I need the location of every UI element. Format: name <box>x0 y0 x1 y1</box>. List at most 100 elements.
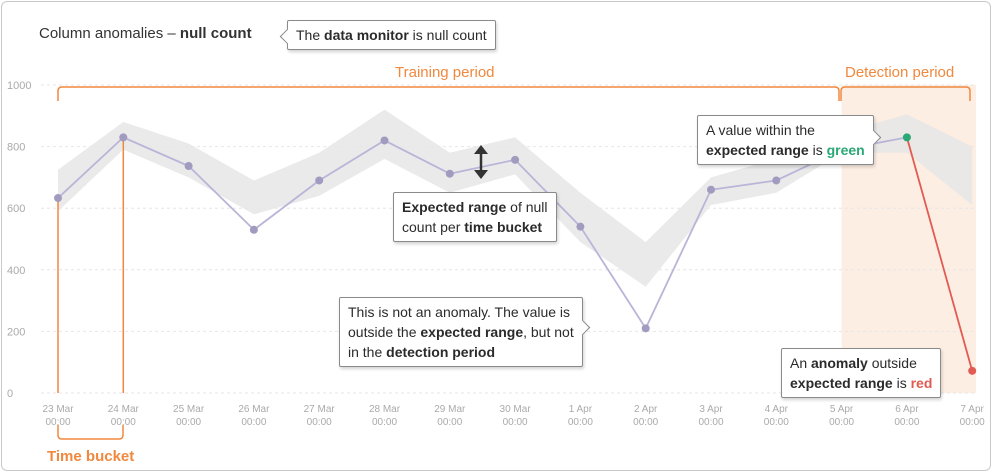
chart-title: Column anomalies – null count <box>39 25 252 42</box>
x-tick-time: 00:00 <box>372 417 397 428</box>
x-tick-time: 00:00 <box>503 417 528 428</box>
x-tick-time: 00:00 <box>437 417 462 428</box>
data-point <box>641 324 650 333</box>
expected-range-callout: Expected range of null count per time bu… <box>393 192 557 242</box>
x-tick-time: 00:00 <box>45 417 70 428</box>
series-segment <box>318 139 385 182</box>
x-tick-time: 00:00 <box>633 417 658 428</box>
x-tick-date: 7 Apr <box>961 404 985 415</box>
not-anomaly-pre2: outside the <box>348 324 421 340</box>
title-bold: null count <box>179 25 252 42</box>
x-tick-time: 00:00 <box>241 417 266 428</box>
detection-period-bracket <box>840 86 971 101</box>
x-tick-time: 00:00 <box>568 417 593 428</box>
not-anomaly-line1: This is not an anomaly. The value is <box>348 304 571 320</box>
training-period-bracket <box>57 86 840 101</box>
time-bucket-bracket <box>57 425 124 440</box>
x-tick-time: 00:00 <box>894 417 919 428</box>
data-point <box>511 155 520 164</box>
data-point <box>968 366 977 375</box>
not-anomaly-callout: This is not an anomaly. The value is out… <box>339 297 590 367</box>
range-mid1: of null <box>506 199 548 215</box>
range-arrow-head-down <box>474 170 488 179</box>
x-tick-time: 00:00 <box>111 417 136 428</box>
series-segment <box>449 158 516 175</box>
x-tick-time: 00:00 <box>960 417 985 428</box>
not-anomaly-bold3: detection period <box>386 344 496 360</box>
data-point <box>576 222 585 231</box>
data-point <box>315 176 324 185</box>
range-arrow-head-up <box>474 145 488 154</box>
monitor-bold: data monitor <box>324 27 409 43</box>
data-point <box>902 133 911 142</box>
within-accent: green <box>826 142 865 158</box>
detection-period-label: Detection period <box>845 64 955 81</box>
x-tick-date: 24 Mar <box>108 404 140 415</box>
training-period-label: Training period <box>395 64 495 81</box>
series-segment <box>57 136 124 199</box>
y-tick-label: 0 <box>7 388 13 400</box>
within-line1: A value within the <box>706 122 815 138</box>
within-range-callout: A value within the expected range is gre… <box>697 115 882 165</box>
expected-range-band <box>58 109 973 287</box>
x-tick-date: 29 Mar <box>434 404 466 415</box>
x-tick-time: 00:00 <box>698 417 723 428</box>
data-point <box>380 136 389 145</box>
anomaly-bold2: expected range <box>790 375 893 391</box>
x-tick-date: 1 Apr <box>569 404 593 415</box>
anomaly-bold1: anomaly <box>811 355 868 371</box>
y-tick-label: 200 <box>7 326 25 338</box>
data-point <box>445 169 454 178</box>
series-segment <box>644 189 712 329</box>
x-tick-date: 28 Mar <box>369 404 401 415</box>
x-tick-date: 27 Mar <box>304 404 336 415</box>
range-bold2: time bucket <box>464 219 543 235</box>
y-tick-label: 600 <box>7 203 25 215</box>
anomaly-callout: An anomaly outside expected range is red <box>781 348 942 398</box>
anomaly-mid2: is <box>892 375 911 391</box>
x-tick-date: 25 Mar <box>173 404 205 415</box>
monitor-pre: The <box>296 27 325 43</box>
anomaly-pre1: An <box>790 355 812 371</box>
data-point <box>772 176 781 185</box>
data-point <box>184 162 193 171</box>
time-bucket-label: Time bucket <box>47 448 135 465</box>
series-segment <box>122 136 189 167</box>
x-tick-time: 00:00 <box>307 417 332 428</box>
data-point <box>54 194 62 203</box>
not-anomaly-post2: , but not <box>523 324 574 340</box>
x-tick-date: 5 Apr <box>830 404 854 415</box>
x-tick-date: 30 Mar <box>500 404 532 415</box>
data-point <box>707 185 715 194</box>
series-segment <box>906 137 974 372</box>
anomaly-post1: outside <box>867 355 917 371</box>
x-tick-date: 2 Apr <box>634 404 658 415</box>
x-tick-date: 23 Mar <box>42 404 74 415</box>
series-segment <box>384 139 451 175</box>
title-prefix: Column anomalies – <box>39 25 180 42</box>
monitor-callout: The data monitor is null count <box>279 20 496 50</box>
y-tick-label: 1000 <box>7 80 31 92</box>
x-tick-time: 00:00 <box>764 417 789 428</box>
x-tick-time: 00:00 <box>176 417 201 428</box>
series-segment <box>579 226 647 329</box>
series-segment <box>710 179 777 191</box>
anomaly-accent: red <box>910 375 933 391</box>
range-mid2: count per <box>402 219 465 235</box>
monitor-post: is null count <box>408 27 487 43</box>
within-bold2: expected range <box>706 142 809 158</box>
x-tick-date: 6 Apr <box>895 404 919 415</box>
range-bold1: Expected range <box>402 199 507 215</box>
x-tick-time: 00:00 <box>829 417 854 428</box>
x-tick-date: 3 Apr <box>699 404 723 415</box>
x-tick-date: 4 Apr <box>765 404 789 415</box>
within-mid2: is <box>808 142 827 158</box>
y-tick-label: 800 <box>7 142 25 154</box>
not-anomaly-pre3: in the <box>348 344 387 360</box>
data-point <box>249 225 258 234</box>
y-tick-label: 400 <box>7 265 25 277</box>
series-segment <box>187 165 255 231</box>
x-tick-date: 26 Mar <box>238 404 270 415</box>
